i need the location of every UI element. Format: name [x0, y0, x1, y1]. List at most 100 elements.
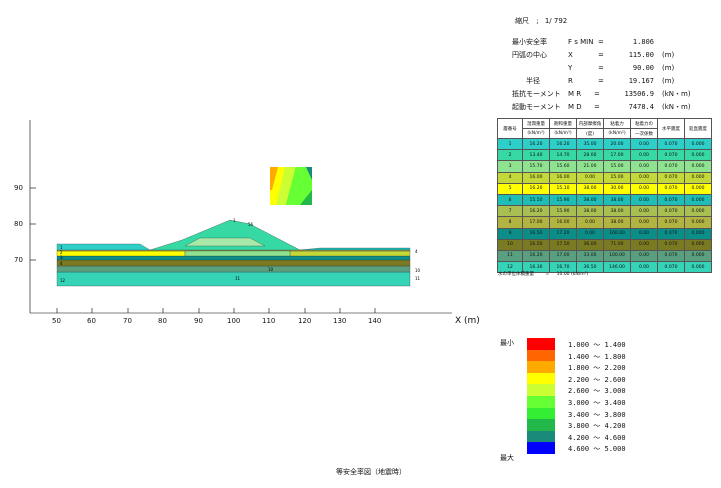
legend-range-label: 3.800 ～ 4.200 [568, 422, 626, 431]
subheader-coef-unit: 一次係数 [630, 128, 658, 139]
table-cell: 17.50 [549, 238, 577, 251]
result-sym-2: Y [568, 64, 573, 72]
result-label-5: 起動モーメント [512, 103, 561, 111]
legend-swatch [527, 338, 555, 350]
svg-text:4: 4 [60, 261, 63, 266]
legend-range-label: 2.200 ～ 2.600 [568, 375, 626, 384]
scale-sep: ; [536, 17, 539, 25]
table-row: 7 16.20 15.90 38.00 38.00 0.00 0.070 0.000 [497, 205, 712, 218]
table-cell: 30.00 [603, 182, 631, 195]
result-value-0: 1.806 [632, 38, 654, 46]
table-cell: 0.00 [630, 171, 658, 184]
result-value-4: 13506.9 [624, 90, 654, 98]
table-cell: 16.20 [522, 249, 550, 263]
table-cell: 0.00 [630, 238, 658, 251]
layer-9 [56, 255, 411, 261]
y-tick-90: 90 [14, 184, 23, 192]
result-sym-5: M D [568, 103, 582, 111]
svg-text:10: 10 [415, 268, 421, 273]
water-note-value: 10.00 (kN/m³) [556, 272, 589, 277]
legend-range-label: 1.800 ～ 2.200 [568, 364, 626, 373]
table-cell: 0.000 [684, 137, 712, 151]
legend-range-label: 1.400 ～ 1.800 [568, 352, 626, 361]
table-cell: 17.00 [549, 249, 577, 263]
table-row: 2 13.40 14.70 28.00 17.00 0.00 0.070 0.000 [497, 149, 712, 162]
table-cell: 0.00 [630, 182, 658, 195]
scale-title: 縮尺 [515, 17, 529, 25]
subheader-cohesion-unit: (kN/m²) [603, 128, 631, 139]
svg-text:11: 11 [235, 276, 241, 281]
result-eq-0: = [598, 38, 604, 46]
layer-number-cell: 8 [497, 216, 523, 229]
result-sym-1: X [568, 51, 573, 59]
result-unit-3: (m) [662, 77, 675, 85]
table-cell: 0.000 [684, 238, 712, 251]
table-cell: 28.00 [576, 149, 604, 162]
layer-number-cell: 2 [497, 149, 523, 162]
table-row: 3 15.70 15.60 21.00 15.00 0.00 0.070 0.000 [497, 160, 712, 173]
table-cell: 15.00 [603, 171, 631, 184]
header-sat-weight: 飽和重量 [549, 118, 577, 129]
layer-number-cell: 5 [497, 182, 523, 195]
result-eq-2: = [598, 64, 604, 72]
table-cell: 0.070 [657, 249, 685, 263]
header-cohesion: 粘着力 [603, 118, 631, 129]
legend-swatch [527, 442, 555, 455]
table-cell: 16.20 [549, 137, 577, 151]
layer-number-cell: 9 [497, 227, 523, 240]
legend-range-label: 4.600 ～ 5.000 [568, 445, 626, 454]
water-note-eq: = [545, 272, 550, 277]
table-cell: 0.000 [684, 216, 712, 229]
table-cell: 16.20 [522, 137, 550, 151]
table-cell: 38.00 [603, 205, 631, 218]
legend-range-label: 4.200 ～ 4.600 [568, 433, 626, 442]
y-tick-80: 80 [14, 220, 23, 228]
result-value-1: 115.00 [628, 51, 654, 59]
x-axis-label: X (m) [455, 316, 480, 326]
table-cell: 0.070 [657, 238, 685, 251]
layer-number-cell: 7 [497, 205, 523, 218]
y-axis-ticks [30, 187, 36, 261]
result-label-4: 抵抗モーメント [512, 90, 561, 98]
embankment-layer-1 [56, 243, 151, 251]
table-cell: 15.70 [522, 160, 550, 173]
svg-text:2: 2 [60, 250, 63, 255]
table-cell: 0.070 [657, 227, 685, 240]
header-kh: 水平震度 [657, 118, 685, 139]
table-row: 9 16.50 17.20 0.00 160.00 0.00 0.070 0.000 [497, 227, 712, 240]
table-cell: 14.70 [549, 149, 577, 162]
legend-range-label: 3.000 ～ 3.400 [568, 399, 626, 407]
embankment-layer-2 [149, 219, 301, 251]
result-sym-4: M R [568, 90, 582, 98]
table-cell: 15.60 [549, 160, 577, 173]
table-cell: 0.070 [657, 171, 685, 184]
layer-11 [56, 265, 411, 273]
legend-max-label: 最大 [500, 454, 514, 462]
result-value-5: 7478.4 [628, 103, 654, 111]
table-cell: 0.00 [630, 216, 658, 229]
legend-range-label: 1.000 ～ 1.400 [568, 341, 626, 349]
legend-swatch [527, 361, 555, 374]
table-cell: 0.000 [684, 261, 712, 274]
x-tick-100: 100 [227, 317, 241, 325]
table-cell: 17.00 [603, 149, 631, 162]
header-cohesion-coef: 粘着力の [630, 118, 658, 129]
svg-text:4: 4 [415, 249, 418, 254]
table-cell: 0.070 [657, 137, 685, 151]
table-cell: 0.00 [576, 171, 604, 184]
table-row: 4 16.00 16.00 0.00 15.00 0.00 0.070 0.000 [497, 171, 712, 184]
layer-12 [56, 271, 411, 287]
legend-swatch [527, 396, 555, 408]
table-cell: 16.50 [522, 238, 550, 251]
result-unit-4: (kN・m) [662, 90, 691, 98]
subheader-sat-unit: (kN/m³) [549, 128, 577, 139]
svg-text:12: 12 [60, 278, 66, 283]
x-tick-120: 120 [298, 317, 312, 325]
scale-label: 縮尺 ; 1/ 792 [515, 17, 567, 26]
table-row: 12 16.30 16.70 36.50 146.00 0.00 0.070 0.000 [497, 261, 712, 274]
legend-min-label: 最小 [500, 339, 514, 347]
table-cell: 16.00 [549, 171, 577, 184]
table-row: 10 16.50 17.50 36.00 71.00 0.00 0.070 0.000 [497, 238, 712, 251]
layer-number-cell: 10 [497, 238, 523, 251]
result-eq-5: = [594, 103, 600, 111]
